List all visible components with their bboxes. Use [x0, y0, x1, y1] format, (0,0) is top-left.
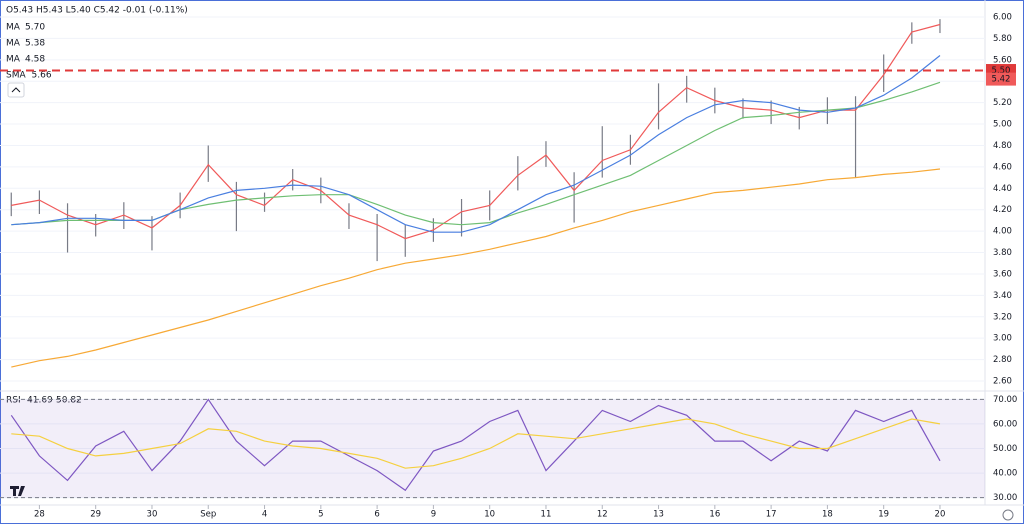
rsi-ma-value: 50.82 — [56, 396, 82, 406]
y-tick-label: 3.60 — [993, 269, 1012, 279]
y-tick-label: 5.60 — [993, 55, 1012, 65]
x-tick-label: 20 — [935, 510, 946, 520]
rsi-name: RSI — [6, 396, 21, 406]
ma-line — [11, 168, 941, 368]
x-tick-label: 17 — [766, 510, 777, 520]
collapse-icon — [11, 87, 21, 93]
y-tick-label: 3.20 — [993, 312, 1012, 322]
y-tick-label: 4.80 — [993, 141, 1012, 151]
y-tick-label: 4.00 — [993, 227, 1012, 237]
x-tick-label: Sep — [200, 510, 216, 520]
x-tick-label: 10 — [484, 510, 495, 520]
x-tick-label: 30 — [147, 510, 158, 520]
last-price-tag — [986, 72, 1016, 86]
legend-name: SMA — [6, 71, 26, 81]
legend-name: MA — [6, 39, 21, 49]
legend-name: MA — [6, 23, 21, 33]
y-tick-label: 3.00 — [993, 334, 1012, 344]
y-tick-label: 40.00 — [993, 469, 1017, 479]
x-tick-label: 19 — [878, 510, 889, 520]
collapse-button[interactable] — [7, 82, 25, 98]
legend-value: 5.38 — [25, 39, 45, 49]
y-tick-label: 5.80 — [993, 34, 1012, 44]
x-tick-label: 16 — [709, 510, 720, 520]
y-tick-label: 3.40 — [993, 291, 1012, 301]
legend-name: MA — [6, 55, 21, 65]
y-tick-label: 3.80 — [993, 248, 1012, 258]
y-tick-label: 5.00 — [993, 120, 1012, 130]
y-tick-label: 50.00 — [993, 444, 1017, 454]
rsi-line — [11, 418, 941, 469]
x-tick-label: 28 — [34, 510, 45, 520]
y-tick-label: 5.20 — [993, 98, 1012, 108]
y-tick-label: 30.00 — [993, 493, 1017, 503]
x-tick-label: 13 — [653, 510, 664, 520]
y-tick-label: 2.60 — [993, 377, 1012, 387]
y-tick-label: 2.80 — [993, 355, 1012, 365]
rsi-value: 41.69 — [27, 396, 53, 406]
y-tick-label: 4.60 — [993, 162, 1012, 172]
x-tick-label: 12 — [597, 510, 608, 520]
y-tick-label: 60.00 — [993, 419, 1017, 429]
last-price-label: 5.42 — [992, 75, 1011, 85]
y-tick-label: 70.00 — [993, 395, 1017, 405]
ohlc-header: O5.43 H5.43 L5.40 C5.42 -0.01 (-0.11%) — [6, 6, 188, 16]
legend-value: 4.58 — [25, 55, 45, 65]
ma-line — [11, 55, 941, 233]
legend-value: 5.70 — [25, 23, 45, 33]
y-tick-label: 4.20 — [993, 205, 1012, 215]
x-tick-label: 5 — [318, 510, 323, 520]
y-tick-label: 6.00 — [993, 13, 1012, 23]
x-tick-label: 11 — [541, 510, 552, 520]
settings-button[interactable] — [1002, 509, 1014, 521]
x-tick-label: 4 — [262, 510, 267, 520]
x-tick-label: 9 — [431, 510, 436, 520]
tv-logo — [10, 486, 25, 496]
x-tick-label: 6 — [374, 510, 379, 520]
legend-value: 5.66 — [32, 71, 52, 81]
x-tick-label: 29 — [90, 510, 101, 520]
rsi-band — [0, 399, 985, 498]
y-tick-label: 4.40 — [993, 184, 1012, 194]
rsi-line — [10, 398, 941, 492]
x-tick-label: 18 — [822, 510, 833, 520]
price-tag-label: 5.50 — [992, 66, 1011, 76]
